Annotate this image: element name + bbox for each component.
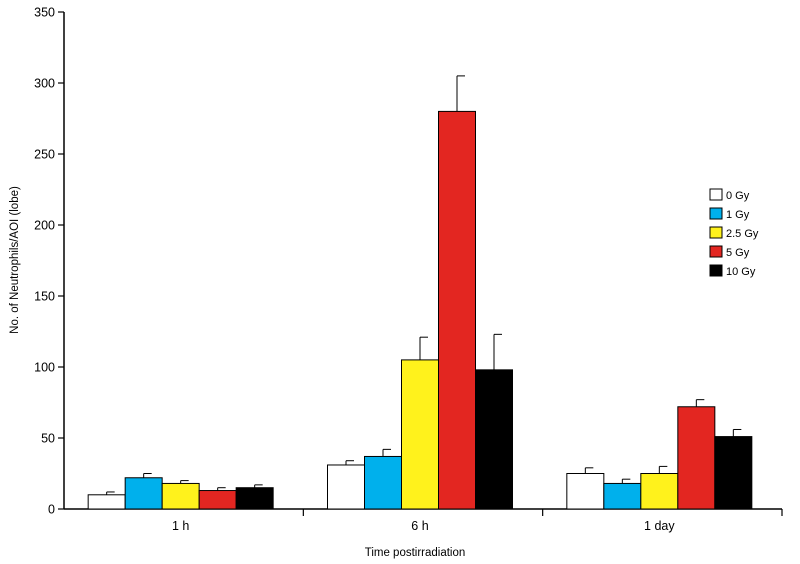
bar — [87, 494, 126, 510]
bars — [87, 75, 753, 510]
legend-label: 10 Gy — [726, 266, 756, 278]
legend-swatch — [709, 264, 723, 277]
y-tick-label: 350 — [34, 6, 55, 20]
legend-swatch — [709, 207, 723, 220]
x-tick-label: 6 h — [411, 519, 428, 533]
y-tick-label: 250 — [34, 148, 55, 162]
y-tick-label: 150 — [34, 290, 55, 304]
bar — [475, 369, 513, 510]
legend-label: 2.5 Gy — [726, 228, 759, 240]
y-tick-label: 300 — [34, 77, 55, 91]
bar — [566, 473, 605, 510]
legend-label: 5 Gy — [726, 247, 750, 259]
y-tick-label: 200 — [34, 219, 55, 233]
bar — [124, 477, 163, 510]
bar — [603, 482, 642, 510]
bar — [640, 473, 679, 510]
bar — [235, 487, 274, 510]
legend-swatch — [709, 245, 723, 258]
bar — [364, 455, 402, 510]
bar — [714, 436, 753, 510]
legend: 0 Gy 1 Gy 2.5 Gy 5 Gy 10 Gy — [709, 188, 759, 278]
x-tick-label: 1 day — [644, 519, 675, 533]
legend-swatch — [709, 226, 723, 239]
bar — [401, 359, 439, 510]
bar — [161, 482, 200, 510]
y-axis-label: No. of Neutrophils/AOI (lobe) — [9, 186, 21, 334]
y-tick-label: 0 — [48, 503, 55, 517]
x-tick-label: 1 h — [172, 519, 189, 533]
x-axis: 1 h 6 h 1 day — [64, 508, 783, 533]
x-axis-label: Time postirradiation — [365, 547, 466, 559]
y-axis: 0 50 100 150 200 250 300 350 — [34, 6, 65, 517]
y-tick-label: 50 — [41, 432, 55, 446]
legend-swatch — [709, 188, 723, 201]
bar — [327, 464, 365, 510]
bar — [438, 110, 476, 510]
bar — [677, 406, 716, 510]
legend-label: 0 Gy — [726, 190, 750, 202]
bar — [198, 490, 237, 510]
legend-label: 1 Gy — [726, 209, 750, 221]
y-tick-label: 100 — [34, 361, 55, 375]
